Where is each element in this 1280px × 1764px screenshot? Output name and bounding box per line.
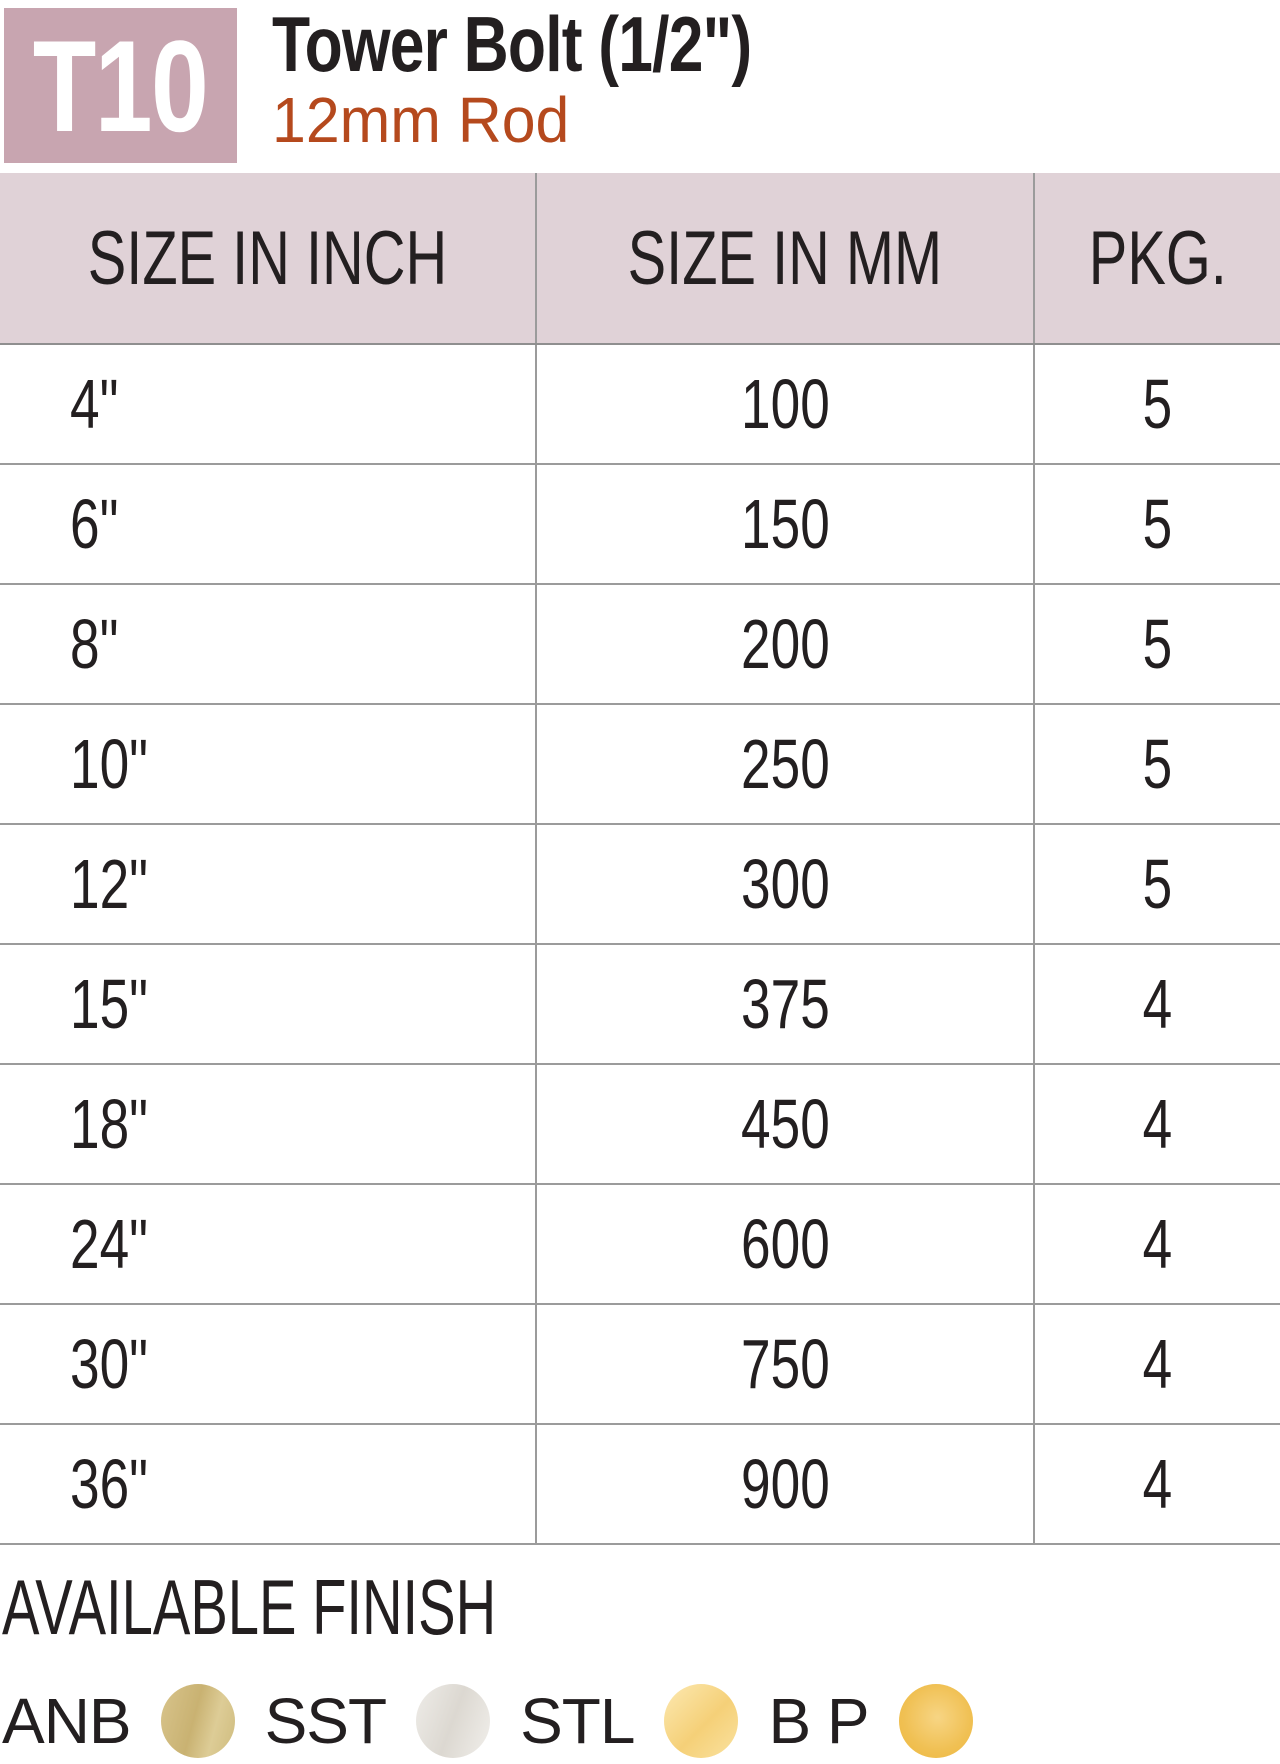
size-inch-cell: 4": [70, 365, 119, 443]
size-mm-cell: 250: [535, 705, 1033, 823]
size-inch-cell: 6": [70, 485, 119, 563]
table-row: 12" 300 5: [0, 825, 1280, 945]
finish-label-sst: SST: [264, 1685, 387, 1757]
table-header-row: SIZE IN INCH SIZE IN MM PKG.: [0, 173, 1280, 345]
column-header-pkg: PKG.: [1033, 173, 1280, 343]
pkg-cell: 4: [1033, 1065, 1280, 1183]
pkg-cell: 4: [1033, 1305, 1280, 1423]
size-mm-cell: 450: [535, 1065, 1033, 1183]
size-inch-cell: 12": [70, 845, 149, 923]
size-mm-cell: 900: [535, 1425, 1033, 1543]
pkg-cell: 4: [1033, 1185, 1280, 1303]
size-inch-cell: 36": [70, 1445, 149, 1523]
size-mm-cell: 600: [535, 1185, 1033, 1303]
antique-brass-swatch: [160, 1684, 235, 1758]
finish-options-row: ANB SST STL B P: [2, 1683, 1280, 1759]
title-block: Tower Bolt (1/2") 12mm Rod: [272, 2, 871, 152]
pkg-cell: 5: [1033, 345, 1280, 463]
product-subtitle: 12mm Rod: [272, 84, 570, 156]
polished-brass-swatch: [898, 1684, 973, 1758]
product-code-badge: T10: [4, 8, 237, 163]
available-finish-title: AVAILABLE FINISH: [2, 1563, 497, 1651]
size-inch-cell: 8": [70, 605, 119, 683]
column-header-size-inch: SIZE IN INCH: [87, 215, 448, 301]
size-mm-cell: 300: [535, 825, 1033, 943]
table-row: 6" 150 5: [0, 465, 1280, 585]
table-row: 30" 750 4: [0, 1305, 1280, 1425]
stainless-swatch: [416, 1684, 491, 1758]
size-mm-cell: 150: [535, 465, 1033, 583]
available-finish-section: AVAILABLE FINISH ANB SST STL B P: [0, 1567, 1280, 1759]
pkg-cell: 5: [1033, 465, 1280, 583]
table-row: 8" 200 5: [0, 585, 1280, 705]
page-header: T10 Tower Bolt (1/2") 12mm Rod: [0, 0, 1280, 173]
pkg-cell: 4: [1033, 945, 1280, 1063]
size-inch-cell: 15": [70, 965, 149, 1043]
size-mm-cell: 200: [535, 585, 1033, 703]
product-code: T10: [33, 12, 209, 159]
size-inch-cell: 30": [70, 1325, 149, 1403]
satin-gold-swatch: [664, 1684, 739, 1758]
size-mm-cell: 750: [535, 1305, 1033, 1423]
size-inch-cell: 10": [70, 725, 149, 803]
table-row: 18" 450 4: [0, 1065, 1280, 1185]
size-inch-cell: 24": [70, 1205, 149, 1283]
table-row: 10" 250 5: [0, 705, 1280, 825]
pkg-cell: 4: [1033, 1425, 1280, 1543]
pkg-cell: 5: [1033, 705, 1280, 823]
size-mm-cell: 100: [535, 345, 1033, 463]
pkg-cell: 5: [1033, 825, 1280, 943]
table-row: 15" 375 4: [0, 945, 1280, 1065]
table-row: 24" 600 4: [0, 1185, 1280, 1305]
column-header-size-mm: SIZE IN MM: [535, 173, 1033, 343]
product-title: Tower Bolt (1/2"): [272, 0, 752, 88]
pkg-cell: 5: [1033, 585, 1280, 703]
finish-label-stl: STL: [520, 1685, 635, 1757]
size-mm-cell: 375: [535, 945, 1033, 1063]
size-inch-cell: 18": [70, 1085, 149, 1163]
finish-label-bp: B P: [768, 1685, 869, 1757]
finish-label-anb: ANB: [2, 1685, 132, 1757]
table-row: 4" 100 5: [0, 345, 1280, 465]
table-row: 36" 900 4: [0, 1425, 1280, 1545]
size-spec-table: SIZE IN INCH SIZE IN MM PKG. 4" 100 5 6"…: [0, 173, 1280, 1545]
